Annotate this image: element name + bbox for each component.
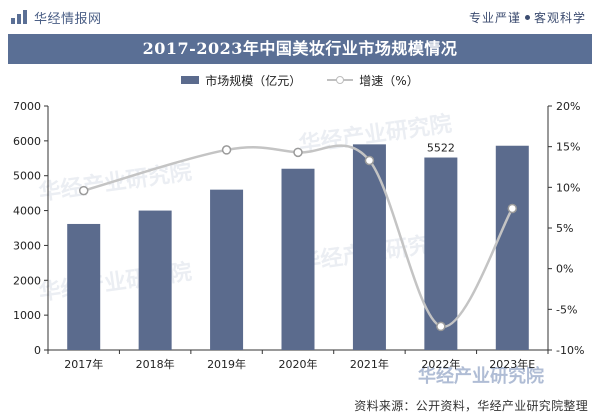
growth-point — [436, 321, 446, 332]
y-left-tick-label: 4000 — [13, 205, 41, 218]
bar-2023年E — [495, 145, 529, 350]
chart-legend: 市场规模（亿元） 增速（%） — [0, 70, 600, 90]
y-right-tick-label: 10% — [556, 181, 580, 194]
y-left-tick-label: 6000 — [13, 135, 41, 148]
tagline: 专业严谨 客观科学 — [469, 9, 586, 26]
x-tick-label: 2017年 — [64, 357, 103, 371]
chart-title: 2017-2023年中国美妆行业市场规模情况 — [8, 34, 592, 64]
brand: 华经情报网 — [10, 8, 102, 27]
y-right-tick-label: 5% — [556, 222, 573, 235]
bar-2017年 — [67, 223, 101, 350]
y-left-tick-label: 3000 — [13, 239, 41, 252]
source-note: 资料来源：公开资料，华经产业研究院整理 — [354, 399, 588, 413]
brand-name[interactable]: 华经情报网 — [34, 11, 102, 27]
legend-bar-swatch — [181, 76, 200, 84]
growth-point — [507, 203, 518, 214]
x-tick-label: 2022年 — [421, 357, 460, 371]
y-left-tick-label: 7000 — [13, 100, 41, 113]
legend-item-growth: 增速（%） — [327, 70, 419, 90]
tagline-right: 客观科学 — [533, 10, 586, 25]
bar-2022年 — [424, 157, 458, 350]
legend-label-growth: 增速（%） — [359, 73, 419, 88]
growth-point — [364, 155, 375, 166]
bar-2021年 — [352, 144, 386, 350]
y-left-tick-label: 2000 — [13, 274, 41, 287]
x-tick-label: 2021年 — [350, 357, 389, 371]
x-tick-label: 2023年E — [489, 357, 535, 371]
y-left-tick-label: 0 — [34, 344, 41, 357]
bar-2018年 — [138, 210, 172, 350]
bar-2019年 — [210, 189, 244, 350]
watermark-logo-text: 华经产业研究院 — [418, 365, 544, 387]
tagline-left: 专业严谨 — [468, 10, 521, 25]
legend-label-market-size: 市场规模（亿元） — [205, 73, 302, 88]
growth-point — [78, 185, 89, 196]
bar-2020年 — [281, 168, 315, 350]
growth-point — [221, 145, 232, 155]
y-right-tick-label: 0% — [556, 263, 573, 276]
y-left-tick-label: 5000 — [13, 170, 41, 183]
growth-point — [293, 147, 303, 158]
bar-data-label: 5522 — [427, 142, 455, 155]
watermark-text: 华经产业研究院 — [37, 159, 193, 206]
x-tick-label: 2020年 — [279, 357, 318, 371]
legend-line-swatch — [327, 75, 354, 85]
top-bar: 华经情报网 专业严谨 客观科学 — [0, 0, 600, 34]
x-tick-label: 2019年 — [207, 357, 246, 371]
y-right-tick-label: -5% — [556, 303, 577, 316]
growth-line — [83, 144, 514, 328]
y-right-tick-label: -10% — [556, 344, 584, 357]
y-right-tick-label: 20% — [556, 100, 580, 113]
y-left-tick-label: 1000 — [13, 309, 41, 322]
separator-dot-icon — [524, 14, 530, 20]
y-right-tick-label: 15% — [556, 141, 580, 154]
x-tick-label: 2018年 — [136, 357, 175, 371]
bar-chart-logo-icon — [11, 10, 27, 24]
legend-item-market-size: 市场规模（亿元） — [181, 70, 301, 90]
